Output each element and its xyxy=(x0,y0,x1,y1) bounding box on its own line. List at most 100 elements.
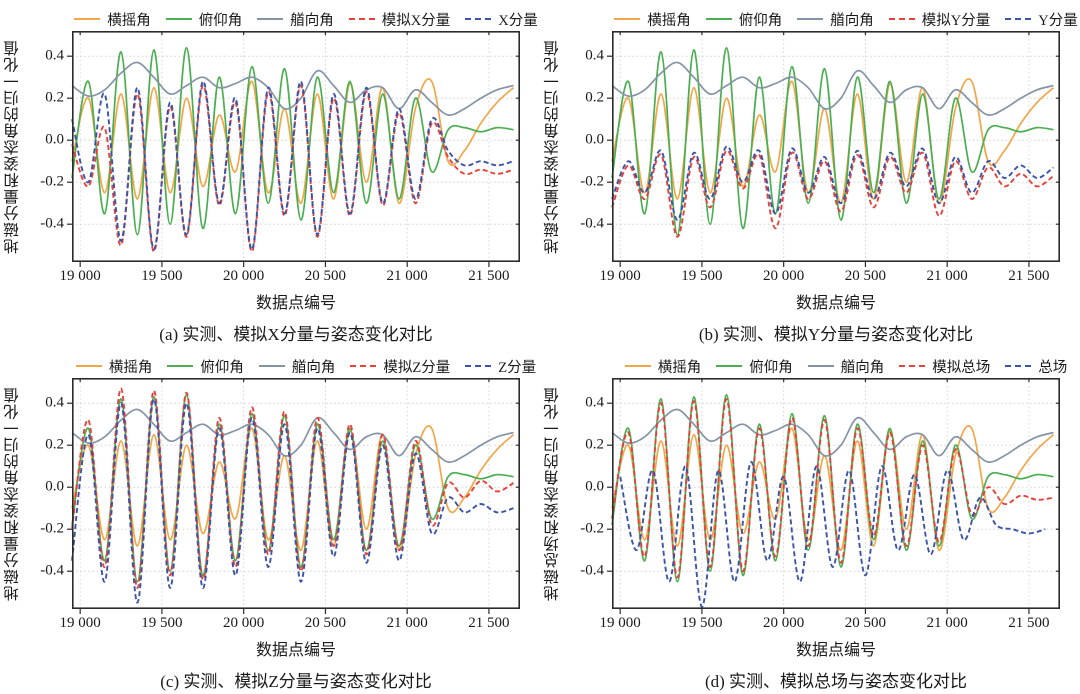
legend-item: 横摇角 xyxy=(614,9,691,30)
legend-item: 俯仰角 xyxy=(167,356,244,377)
series-艏向角 xyxy=(71,408,514,463)
x-axis-label: 数据点编号 xyxy=(255,295,336,312)
x-tick-label: 20 000 xyxy=(763,615,805,631)
subplot-d: 横摇角 俯仰角 艏向角 模拟总场 总场 地磁总场和姿态角的归一化值 0.4 0.2 0.0 -… xyxy=(540,347,1080,694)
legend-solid-line-sample xyxy=(807,365,834,367)
legend-label: 横摇角 xyxy=(108,359,153,376)
legend-label: 横摇角 xyxy=(647,12,691,29)
legend-item: 横摇角 xyxy=(75,356,153,377)
legend-item: 俯仰角 xyxy=(705,9,782,30)
plot-row: 地磁总场和姿态角的归一化值 0.4 0.2 0.0 -0.2 -0.4 xyxy=(540,378,1080,614)
legend-dashed-line-sample xyxy=(888,18,915,20)
legend-item: Z分量 xyxy=(465,356,536,377)
legend-solid-line-sample xyxy=(716,365,743,367)
legend-item: 模拟Y分量 xyxy=(888,9,991,30)
legend-label: 艏向角 xyxy=(840,359,885,376)
x-axis-ticks: 19 000 19 500 20 000 20 500 21 000 21 500 xyxy=(60,268,520,288)
legend-c: 横摇角 俯仰角 艏向角 模拟Z分量 Z分量 xyxy=(72,354,540,378)
y-tick-label: 0.4 xyxy=(585,394,604,411)
x-tick-label: 20 000 xyxy=(223,615,265,631)
legend-label: X分量 xyxy=(498,12,538,29)
y-tick-label: 0.4 xyxy=(45,394,64,411)
x-tick-label: 19 500 xyxy=(681,268,723,284)
legend-item: 模拟总场 xyxy=(899,356,990,377)
y-axis-ticks: 0.4 0.2 0.0 -0.2 -0.4 xyxy=(26,378,72,609)
y-tick-label: -0.4 xyxy=(580,562,604,579)
series-艏向角 xyxy=(71,61,514,116)
legend-solid-line-sample xyxy=(75,365,102,367)
x-axis-ticks: 19 000 19 500 20 000 20 500 21 000 21 500 xyxy=(60,615,520,635)
y-tick-label: -0.4 xyxy=(40,562,64,579)
y-axis-ticks: 0.4 0.2 0.0 -0.2 -0.4 xyxy=(26,31,72,262)
legend-label: Y分量 xyxy=(1038,12,1078,29)
y-axis-ticks: 0.4 0.2 0.0 -0.2 -0.4 xyxy=(566,31,612,262)
legend-item: 俯仰角 xyxy=(716,356,793,377)
legend-label: 俯仰角 xyxy=(749,359,793,376)
plot-frame xyxy=(72,31,520,262)
y-tick-label: 0.2 xyxy=(45,436,64,453)
legend-dashed-line-sample xyxy=(899,365,926,367)
x-tick-label: 19 500 xyxy=(681,615,723,631)
series-俯仰角 xyxy=(611,46,1054,236)
x-tick-label: 19 000 xyxy=(599,268,641,284)
legend-label: 艏向角 xyxy=(291,359,336,376)
legend-label: Z分量 xyxy=(498,359,537,376)
series-模拟Y分量 xyxy=(611,149,1055,238)
plot-area xyxy=(67,31,520,267)
legend-item: 模拟X分量 xyxy=(348,9,450,30)
y-tick-label: -0.4 xyxy=(580,215,604,232)
legend-label: 总场 xyxy=(1038,359,1068,376)
legend-item: X分量 xyxy=(465,9,538,30)
series-Z分量 xyxy=(71,398,514,604)
y-tick-label: 0.2 xyxy=(585,89,604,106)
legend-dashed-line-sample xyxy=(465,365,492,367)
x-tick-label: 19 000 xyxy=(59,615,101,631)
x-tick-label: 21 000 xyxy=(386,615,428,631)
legend-label: 横摇角 xyxy=(657,359,702,376)
legend-label: 模拟Y分量 xyxy=(921,12,991,29)
x-tick-label: 21 500 xyxy=(1008,268,1050,284)
legend-label: 艏向角 xyxy=(830,12,874,29)
plot-frame xyxy=(72,378,520,609)
y-axis-label: 地磁分量和姿态角的归一化值 xyxy=(4,39,21,254)
legend-label: 俯仰角 xyxy=(198,12,243,29)
legend-a: 横摇角 俯仰角 艏向角 模拟X分量 X分量 xyxy=(72,7,540,31)
y-tick-label: 0.0 xyxy=(585,478,604,495)
legend-dashed-line-sample xyxy=(465,18,492,20)
y-axis-label: 地磁分量和姿态角的归一化值 xyxy=(4,386,21,601)
y-tick-label: 0.4 xyxy=(45,47,64,64)
legend-solid-line-sample xyxy=(797,18,824,20)
legend-item: 横摇角 xyxy=(74,9,151,30)
legend-item: 艏向角 xyxy=(807,356,885,377)
y-tick-label: 0.0 xyxy=(585,131,604,148)
legend-label: 艏向角 xyxy=(290,12,334,29)
legend-item: 总场 xyxy=(1005,356,1067,377)
y-tick-label: 0.2 xyxy=(45,89,64,106)
legend-b: 横摇角 俯仰角 艏向角 模拟Y分量 Y分量 xyxy=(612,7,1080,31)
x-tick-label: 20 500 xyxy=(844,615,887,631)
y-tick-label: 0.2 xyxy=(585,436,604,453)
x-axis-label: 数据点编号 xyxy=(255,642,336,659)
plot-row: 地磁分量和姿态角的归一化值 0.4 0.2 0.0 -0.2 -0.4 xyxy=(0,31,540,267)
y-axis-label: 地磁总场和姿态角的归一化值 xyxy=(544,386,561,601)
subplot-a: 横摇角 俯仰角 艏向角 模拟X分量 X分量 地磁分量和姿态角的归一化值 0.4 0.2 0.… xyxy=(0,0,540,347)
x-tick-label: 21 500 xyxy=(1008,615,1050,631)
legend-solid-line-sample xyxy=(258,365,285,367)
y-tick-label: 0.4 xyxy=(585,47,604,64)
y-axis-ticks: 0.4 0.2 0.0 -0.2 -0.4 xyxy=(566,378,612,609)
legend-dashed-line-sample xyxy=(1005,365,1032,367)
caption-c: (c) 实测、模拟Z分量与姿态变化对比 xyxy=(160,672,432,691)
subplot-b: 横摇角 俯仰角 艏向角 模拟Y分量 Y分量 地磁分量和姿态角的归一化值 0.4 0.2 0.… xyxy=(540,0,1080,347)
plot-row: 地磁分量和姿态角的归一化值 0.4 0.2 0.0 -0.2 -0.4 xyxy=(540,31,1080,267)
legend-item: 艏向角 xyxy=(258,356,336,377)
legend-label: 模拟Z分量 xyxy=(383,359,451,376)
caption-b: (b) 实测、模拟Y分量与姿态变化对比 xyxy=(698,325,974,344)
series-艏向角 xyxy=(611,61,1054,116)
legend-item: 艏向角 xyxy=(257,9,334,30)
plot-row: 地磁分量和姿态角的归一化值 0.4 0.2 0.0 -0.2 -0.4 xyxy=(0,378,540,614)
legend-item: 横摇角 xyxy=(624,356,702,377)
y-tick-label: 0.0 xyxy=(45,131,64,148)
series-X分量 xyxy=(71,80,514,251)
legend-item: 模拟Z分量 xyxy=(350,356,450,377)
